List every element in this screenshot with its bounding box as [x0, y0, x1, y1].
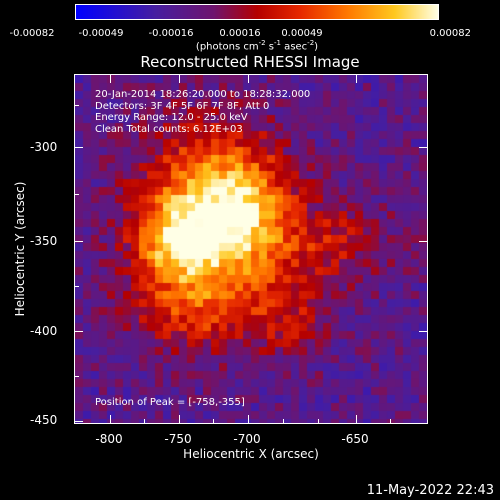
peak-position-text: Position of Peak = [-758,-355]: [95, 397, 245, 408]
y-tick-label: -400: [30, 324, 58, 338]
time-range-text: 20-Jan-2014 18:26:20.000 to 18:28:32.000: [95, 89, 311, 100]
colorbar-units: (photons cm-2 s-1 asec-2): [195, 39, 319, 53]
colorbar-tick: 0.00016: [219, 28, 261, 39]
x-major-tick-top: [179, 75, 180, 83]
x-minor-tick: [390, 419, 391, 423]
y-minor-tick: [75, 194, 79, 195]
colorbar: [75, 4, 439, 20]
x-tick-label: -750: [164, 432, 192, 446]
x-major-tick-top: [248, 75, 249, 83]
x-major-tick: [179, 415, 180, 423]
y-major-tick-right: [419, 147, 427, 148]
generation-timestamp: 11-May-2022 22:43: [366, 483, 494, 498]
x-major-tick-top: [110, 75, 111, 83]
y-minor-tick: [75, 376, 79, 377]
xray-image: [75, 75, 427, 423]
colorbar-tick: -0.00082: [9, 28, 55, 39]
y-major-tick: [75, 147, 83, 148]
x-tick-label: -650: [341, 432, 369, 446]
y-tick-label: -300: [30, 140, 58, 154]
x-minor-tick: [283, 419, 284, 423]
colorbar-tick: -0.00016: [148, 28, 194, 39]
x-minor-tick: [318, 419, 319, 423]
y-tick-label: -450: [30, 413, 58, 427]
x-major-tick: [356, 415, 357, 423]
y-major-tick: [75, 241, 83, 242]
x-tick-label: -800: [95, 432, 123, 446]
x-major-tick: [110, 415, 111, 423]
y-major-tick-right: [419, 331, 427, 332]
x-major-tick-top: [356, 75, 357, 83]
clean-counts-text: Clean Total counts: 6.12E+03: [95, 123, 243, 135]
y-minor-tick: [75, 286, 79, 287]
colorbar-tick: 0.00049: [281, 28, 323, 39]
plot-title: Reconstructed RHESSI Image: [140, 53, 360, 71]
x-tick-label: -700: [233, 432, 261, 446]
colorbar-tick: -0.00049: [78, 28, 124, 39]
image-panel: 20-Jan-2014 18:26:20.000 to 18:28:32.000…: [74, 74, 428, 424]
y-major-tick-right: [419, 241, 427, 242]
x-minor-tick: [144, 419, 145, 423]
y-minor-tick: [75, 105, 79, 106]
y-major-tick: [75, 331, 83, 332]
y-axis-title: Heliocentric Y (arcsec): [13, 181, 27, 317]
energy-range-text: Energy Range: 12.0 - 25.0 keV: [95, 112, 248, 123]
x-major-tick: [248, 415, 249, 423]
x-axis-title: Heliocentric X (arcsec): [183, 447, 319, 461]
x-minor-tick: [213, 419, 214, 423]
y-major-tick: [75, 421, 83, 422]
colorbar-tick: 0.00082: [429, 28, 471, 39]
y-tick-label: -350: [30, 234, 58, 248]
detectors-text: Detectors: 3F 4F 5F 6F 7F 8F, Att 0: [95, 100, 270, 112]
